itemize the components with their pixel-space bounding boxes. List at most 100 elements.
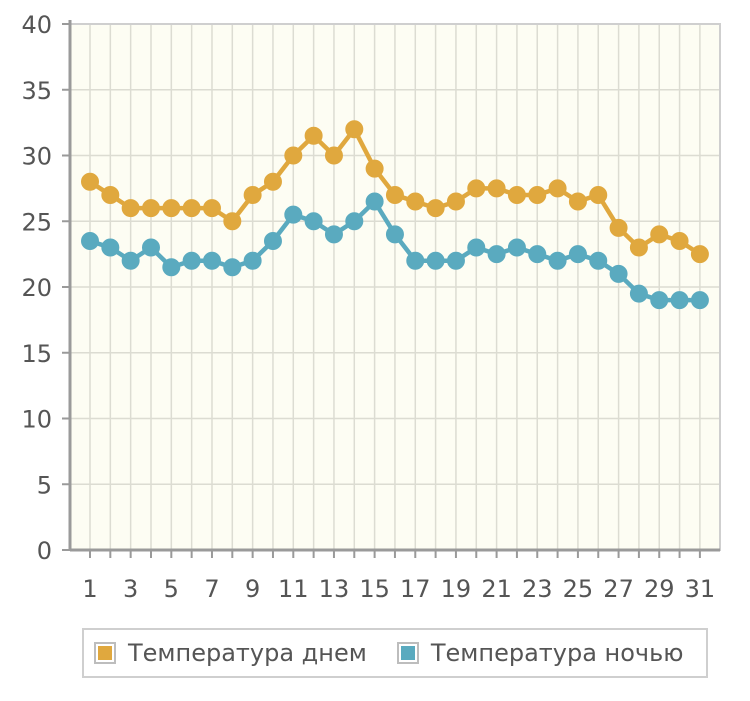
legend-item-day[interactable]: Температура днем — [94, 639, 367, 667]
data-point[interactable] — [589, 185, 608, 204]
data-point[interactable] — [365, 159, 384, 178]
data-point[interactable] — [304, 212, 323, 231]
series-layer — [81, 120, 709, 310]
data-point[interactable] — [121, 199, 140, 218]
data-point[interactable] — [589, 251, 608, 270]
data-point[interactable] — [243, 251, 262, 270]
data-point[interactable] — [101, 185, 120, 204]
y-tick-label: 25 — [21, 208, 52, 236]
x-tick-label: 3 — [123, 575, 138, 603]
data-point[interactable] — [568, 192, 587, 211]
data-point[interactable] — [324, 225, 343, 244]
data-point[interactable] — [406, 192, 425, 211]
legend-swatch-night — [396, 642, 419, 664]
x-tick-label: 11 — [278, 575, 309, 603]
y-tick-labels: 0 5 10 15 20 25 30 35 40 — [21, 11, 52, 565]
x-tick-label: 15 — [359, 575, 390, 603]
data-point[interactable] — [223, 258, 242, 277]
data-point[interactable] — [507, 238, 526, 257]
y-tick-label: 35 — [21, 77, 52, 105]
data-point[interactable] — [345, 120, 364, 139]
y-tick-label: 30 — [21, 143, 52, 171]
x-tick-label: 23 — [522, 575, 553, 603]
data-point[interactable] — [629, 238, 648, 257]
data-point[interactable] — [101, 238, 120, 257]
data-point[interactable] — [487, 245, 506, 264]
data-point[interactable] — [446, 192, 465, 211]
data-point[interactable] — [202, 199, 221, 218]
data-point[interactable] — [223, 212, 242, 231]
x-tick-label: 29 — [644, 575, 675, 603]
y-tick-label: 15 — [21, 340, 52, 368]
data-point[interactable] — [202, 251, 221, 270]
data-point[interactable] — [141, 199, 160, 218]
data-point[interactable] — [426, 251, 445, 270]
data-point[interactable] — [487, 179, 506, 198]
data-point[interactable] — [284, 205, 303, 224]
data-point[interactable] — [162, 258, 181, 277]
data-point[interactable] — [304, 126, 323, 145]
data-point[interactable] — [81, 231, 99, 250]
legend-swatch-day — [94, 642, 116, 664]
x-tick-label: 21 — [481, 575, 512, 603]
legend: Температура днем Температура ночью — [82, 628, 708, 678]
data-point[interactable] — [263, 231, 282, 250]
data-point[interactable] — [528, 185, 547, 204]
data-point[interactable] — [81, 172, 99, 191]
data-point[interactable] — [182, 251, 201, 270]
y-tick-label: 20 — [21, 274, 52, 302]
data-point[interactable] — [284, 146, 303, 165]
y-tick-label: 10 — [21, 406, 52, 434]
data-point[interactable] — [385, 225, 404, 244]
data-point[interactable] — [345, 212, 364, 231]
data-point[interactable] — [690, 291, 709, 310]
data-point[interactable] — [670, 291, 689, 310]
data-point[interactable] — [446, 251, 465, 270]
data-point[interactable] — [467, 238, 486, 257]
data-point[interactable] — [182, 199, 201, 218]
x-tick-label: 13 — [319, 575, 350, 603]
data-point[interactable] — [365, 192, 384, 211]
data-point[interactable] — [507, 185, 526, 204]
data-point[interactable] — [690, 245, 709, 264]
series-0 — [81, 120, 709, 264]
data-point[interactable] — [141, 238, 160, 257]
x-tick-label: 25 — [563, 575, 594, 603]
data-point[interactable] — [609, 264, 628, 283]
data-point[interactable] — [568, 245, 587, 264]
x-tick-label: 17 — [400, 575, 431, 603]
data-point[interactable] — [385, 185, 404, 204]
x-tick-label: 27 — [603, 575, 634, 603]
series-1 — [81, 192, 709, 310]
data-point[interactable] — [670, 231, 689, 250]
legend-item-night[interactable]: Температура ночью — [396, 639, 684, 667]
y-tick-label: 5 — [37, 471, 52, 499]
data-point[interactable] — [629, 284, 648, 303]
legend-label-night: Температура ночью — [430, 639, 684, 667]
data-point[interactable] — [324, 146, 343, 165]
data-point[interactable] — [528, 245, 547, 264]
x-tick-label: 1 — [82, 575, 97, 603]
data-point[interactable] — [426, 199, 445, 218]
data-point[interactable] — [609, 218, 628, 237]
data-point[interactable] — [548, 179, 567, 198]
data-point[interactable] — [121, 251, 140, 270]
data-point[interactable] — [650, 225, 669, 244]
data-point[interactable] — [467, 179, 486, 198]
data-point[interactable] — [406, 251, 425, 270]
data-point[interactable] — [162, 199, 181, 218]
axes — [62, 20, 721, 558]
x-tick-label: 31 — [685, 575, 716, 603]
data-point[interactable] — [548, 251, 567, 270]
x-tick-label: 5 — [164, 575, 179, 603]
data-point[interactable] — [650, 291, 669, 310]
data-point[interactable] — [263, 172, 282, 191]
x-tick-label: 19 — [441, 575, 472, 603]
x-tick-label: 7 — [204, 575, 219, 603]
y-tick-label: 0 — [37, 537, 52, 565]
y-tick-label: 40 — [21, 11, 52, 39]
x-tick-label: 9 — [245, 575, 260, 603]
data-point[interactable] — [243, 185, 262, 204]
legend-label-day: Температура днем — [128, 639, 367, 667]
